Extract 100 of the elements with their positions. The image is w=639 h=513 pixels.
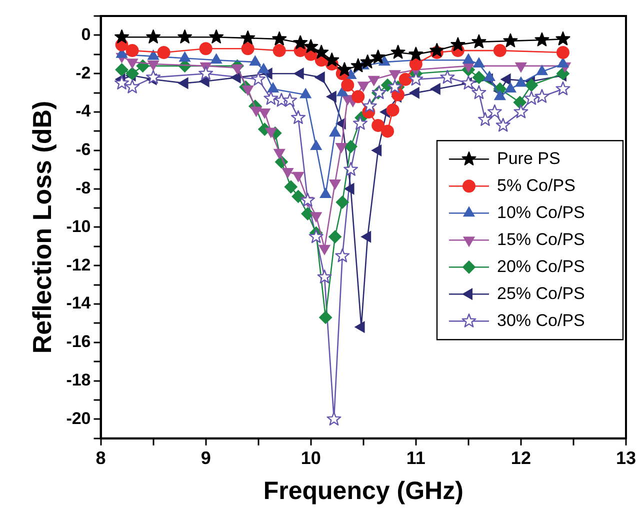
point [328,230,342,244]
point [304,39,318,53]
point [534,89,550,103]
point [146,70,161,84]
x-axis-title: Frequency (GHz) [263,476,464,505]
point [556,46,570,59]
point [503,33,518,48]
legend-label: 30% Co/PS [496,310,585,330]
point [450,37,466,52]
y-tick-label: -16 [66,332,91,352]
point [301,207,314,220]
x-tick-label: 10 [300,448,321,468]
point [386,104,400,117]
point [408,72,424,86]
y-tick-label: -10 [66,216,91,236]
point [114,30,130,44]
point [409,58,422,70]
point [300,192,315,207]
x-tick-label: 11 [406,448,426,468]
legend-label: 5% Co/PS [496,176,576,195]
point [148,50,159,60]
point [293,35,308,50]
point [329,126,341,137]
point [515,76,527,87]
point [360,54,375,68]
point [500,74,511,86]
point [282,92,298,107]
point [352,90,365,104]
y-tick-label: -4 [76,102,92,121]
point [198,66,214,80]
y-axis-title: Reflection Loss (dB) [26,100,57,354]
point [513,96,526,109]
point [310,140,322,150]
point [408,46,424,61]
point [157,46,170,59]
point [126,67,139,80]
point [240,30,256,44]
point [319,310,332,324]
point [344,140,358,154]
point [362,98,377,113]
point [336,196,349,209]
point [326,412,342,426]
legend-label: 25% Co/PS [496,284,585,303]
point [370,50,386,64]
y-tick-label: -2 [76,63,91,82]
point [284,180,298,194]
point [472,85,486,100]
point [461,76,476,90]
point [179,52,190,62]
point [292,190,305,203]
point [381,124,394,138]
point [335,248,350,262]
point [267,82,279,92]
point [324,52,340,66]
x-tick-label: 8 [96,448,106,468]
point [504,82,516,92]
point [258,63,270,74]
point [249,56,261,66]
x-tick-label: 13 [616,448,636,468]
point [390,44,406,59]
point [494,90,506,100]
point [314,44,329,59]
point [372,118,385,132]
point [126,44,139,58]
point [388,79,402,94]
point [320,188,332,198]
point [472,34,486,48]
y-tick-label: -8 [76,178,91,198]
point [473,58,485,68]
point [556,81,570,96]
y-tick-label: -6 [76,140,91,160]
point [352,116,368,130]
y-tick-label: -14 [66,294,92,313]
point [462,54,474,64]
legend-label: 20% Co/PS [496,256,585,276]
point [317,270,332,284]
y-tick-label: -18 [66,370,91,390]
point [514,104,528,118]
point [337,62,352,76]
legend-label: 10% Co/PS [496,202,585,222]
point [378,56,390,66]
point [430,42,444,57]
point [372,144,382,156]
point [178,30,192,44]
legend-label: 15% Co/PS [496,230,585,249]
point [524,90,539,105]
point [336,86,348,96]
point [241,42,254,56]
y-tick-label: -12 [66,255,91,274]
point [272,31,287,46]
y-tick-label: -20 [66,408,91,428]
point [493,44,506,58]
point [496,118,510,132]
y-tick-label: 0 [81,24,91,44]
point [308,229,324,244]
point [125,79,140,94]
x-tick-label: 9 [200,448,211,468]
point [487,104,502,118]
point [210,54,222,64]
legend-label: Pure PS [496,148,560,168]
